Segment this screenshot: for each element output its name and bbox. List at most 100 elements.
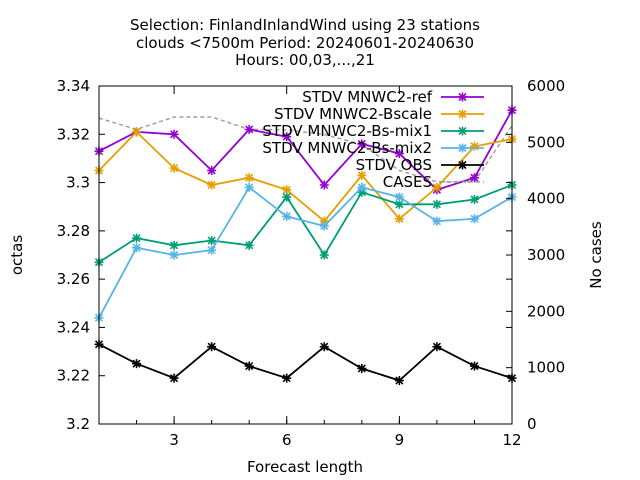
- title-line-3: Hours: 00,03,...,21: [235, 51, 375, 69]
- data-point: [357, 139, 367, 149]
- x-axis-label: Forecast length: [247, 458, 363, 476]
- legend-marker: [458, 92, 467, 102]
- data-point: [244, 182, 254, 192]
- title-line-1: Selection: FinlandInlandWind using 23 st…: [130, 16, 480, 34]
- y-tick-label: 3.2: [66, 415, 90, 433]
- x-tick-label: 12: [502, 431, 521, 449]
- series-line: [98, 343, 513, 382]
- data-point: [432, 216, 442, 226]
- data-point: [282, 211, 292, 221]
- y-tick-label: 3.22: [57, 367, 90, 385]
- series-5: [98, 116, 513, 183]
- chart-title: Selection: FinlandInlandWind using 23 st…: [130, 16, 480, 69]
- data-point: [432, 182, 442, 192]
- data-point: [432, 199, 442, 209]
- series-line: [98, 186, 513, 319]
- legend-label: STDV MNWC2-ref: [302, 88, 432, 106]
- data-point: [207, 180, 217, 190]
- data-point: [244, 361, 254, 371]
- y-tick-label: 3.34: [57, 77, 90, 95]
- y2-tick-label: 1000: [527, 359, 565, 377]
- data-point: [469, 214, 479, 224]
- data-point: [132, 359, 142, 369]
- data-point: [244, 124, 254, 134]
- data-point: [282, 373, 292, 383]
- data-point: [132, 243, 142, 253]
- data-point: [319, 250, 329, 260]
- series-line: [98, 130, 513, 223]
- data-point: [169, 373, 179, 383]
- y-tick-label: 3.28: [57, 222, 90, 240]
- legend-label: STDV OBS: [356, 156, 432, 174]
- data-point: [282, 132, 292, 142]
- data-point: [469, 194, 479, 204]
- series-2: [94, 180, 517, 267]
- y-tick-label: 3.32: [57, 125, 90, 143]
- legend-marker: [458, 143, 467, 153]
- data-point: [469, 141, 479, 151]
- x-tick-label: 6: [282, 431, 292, 449]
- y2-tick-label: 6000: [527, 77, 565, 95]
- data-point: [132, 127, 142, 137]
- data-point: [469, 173, 479, 183]
- y-tick-label: 3.24: [57, 318, 90, 336]
- data-point: [394, 376, 404, 386]
- data-point: [282, 192, 292, 202]
- y2-tick-label: 4000: [527, 190, 565, 208]
- data-point: [169, 129, 179, 139]
- legend-label: STDV MNWC2-Bs-mix2: [262, 139, 432, 157]
- y-axis-label: octas: [8, 235, 26, 275]
- legend-item: STDV MNWC2-Bscale: [274, 105, 484, 123]
- legend-label: STDV MNWC2-Bscale: [274, 105, 432, 123]
- series-line: [98, 116, 513, 183]
- data-point: [244, 240, 254, 250]
- data-point: [169, 240, 179, 250]
- legend-marker: [458, 109, 467, 119]
- legend-item: STDV OBS: [356, 156, 484, 174]
- series-4: [94, 339, 517, 386]
- legend-item: STDV MNWC2-Bs-mix1: [262, 122, 484, 140]
- data-point: [319, 180, 329, 190]
- x-tick-label: 3: [169, 431, 179, 449]
- data-point: [319, 221, 329, 231]
- data-point: [169, 250, 179, 260]
- data-point: [394, 214, 404, 224]
- data-point: [357, 363, 367, 373]
- y2-tick-label: 5000: [527, 133, 565, 151]
- legend-item: CASES: [383, 173, 484, 191]
- legend-label: STDV MNWC2-Bs-mix1: [262, 122, 432, 140]
- title-line-2: clouds <7500m Period: 20240601-20240630: [136, 34, 474, 52]
- series-layer: [94, 105, 517, 386]
- legend-item: STDV MNWC2-Bs-mix2: [262, 139, 484, 157]
- legend-marker: [458, 160, 467, 170]
- data-point: [169, 163, 179, 173]
- data-point: [432, 342, 442, 352]
- series-line: [98, 184, 513, 263]
- data-point: [207, 342, 217, 352]
- y2-axis-label: No cases: [587, 221, 605, 289]
- series-line: [98, 109, 513, 191]
- series-3: [94, 182, 517, 323]
- legend-label: CASES: [383, 173, 432, 191]
- y-tick-label: 3.26: [57, 270, 90, 288]
- data-point: [469, 361, 479, 371]
- data-point: [394, 149, 404, 159]
- legend-marker: [458, 126, 467, 136]
- y2-tick-label: 2000: [527, 302, 565, 320]
- data-point: [357, 170, 367, 180]
- y2-tick-label: 0: [527, 415, 537, 433]
- data-point: [244, 173, 254, 183]
- data-point: [207, 245, 217, 255]
- y2-tick-label: 3000: [527, 246, 565, 264]
- data-point: [319, 342, 329, 352]
- x-tick-label: 9: [395, 431, 405, 449]
- legend-item: STDV MNWC2-ref: [302, 88, 484, 106]
- y-tick-label: 3.3: [66, 174, 90, 192]
- x-axis: 3 6 9 12: [98, 86, 522, 449]
- data-point: [207, 236, 217, 246]
- y-axis: 3.2 3.22 3.24 3.26 3.28 3.3 3.32 3.34: [57, 77, 512, 433]
- data-point: [207, 166, 217, 175]
- data-point: [357, 182, 367, 192]
